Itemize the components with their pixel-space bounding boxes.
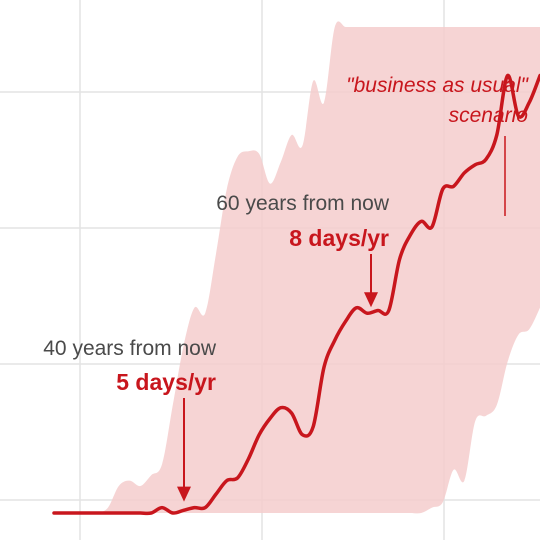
annotation-arrowhead (177, 486, 191, 502)
annotation-scenario-label: "business as usual" (346, 74, 529, 97)
annotation-value: 5 days/yr (116, 369, 216, 395)
annotation-label: 40 years from now (43, 337, 217, 360)
annotation-60-years: 60 years from now 8 days/yr (216, 192, 390, 308)
annotation-arrowhead (364, 292, 378, 308)
annotation-40-years: 40 years from now 5 days/yr (43, 337, 217, 502)
annotation-business-as-usual: "business as usual" scenario (346, 74, 530, 216)
annotation-scenario-label: scenario (449, 104, 529, 127)
annotation-value: 8 days/yr (289, 225, 389, 251)
uncertainty-band (54, 21, 540, 514)
series-line (52, 73, 540, 516)
annotation-label: 60 years from now (216, 192, 390, 215)
